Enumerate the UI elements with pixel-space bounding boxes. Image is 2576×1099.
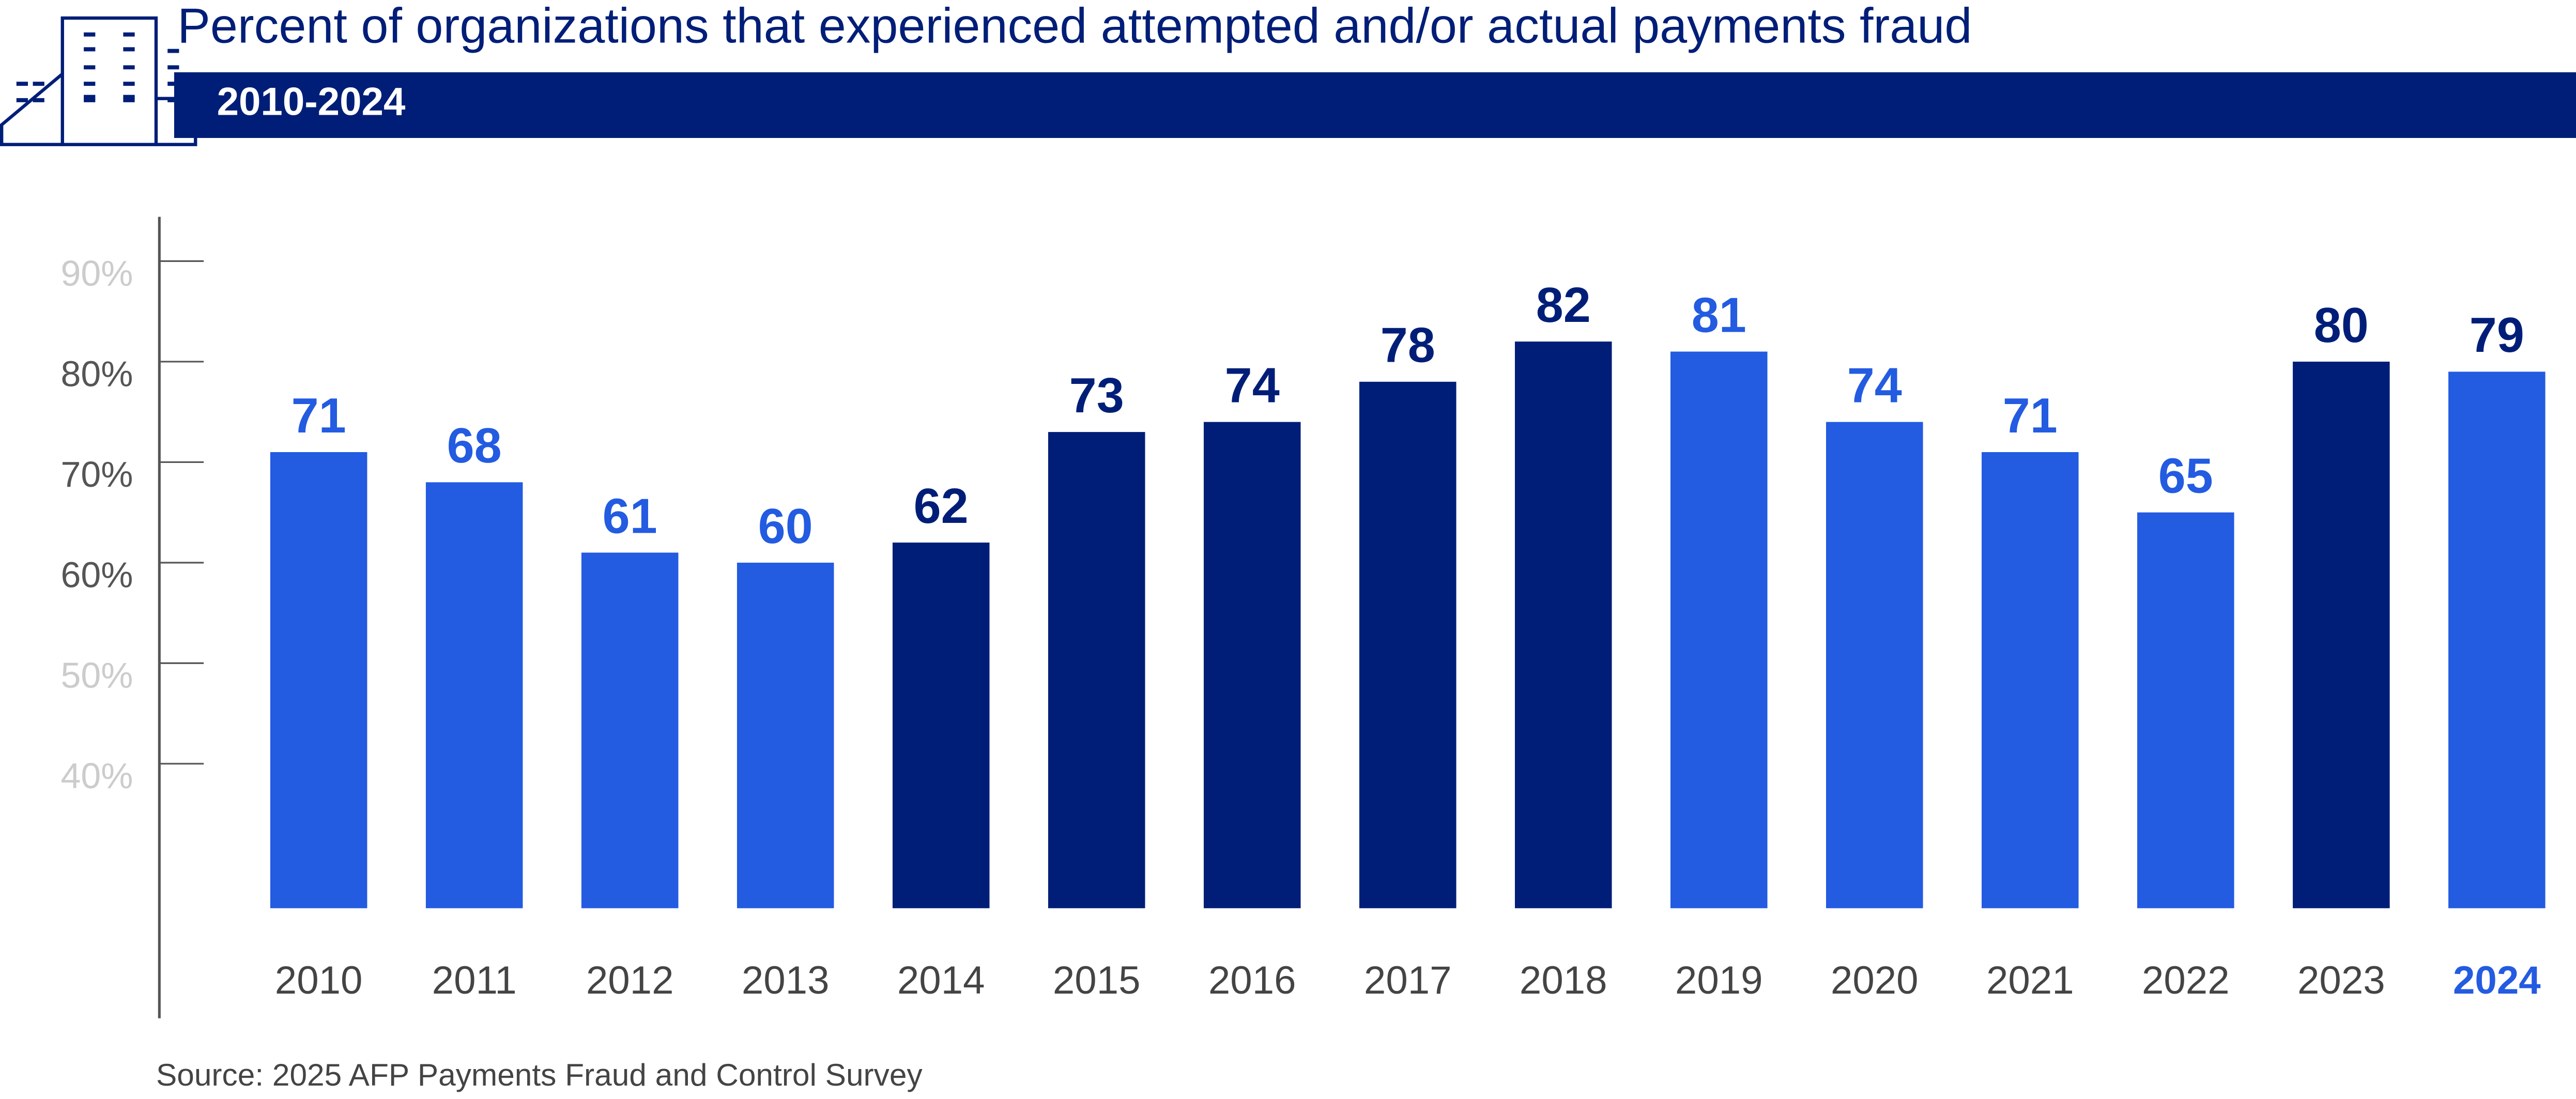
- value-label-2018: 82: [1536, 278, 1591, 333]
- value-label-2013: 60: [758, 499, 813, 554]
- y-tick-label: 40%: [61, 756, 133, 796]
- bar-2011: [425, 482, 523, 908]
- y-tick-label: 90%: [61, 253, 133, 293]
- value-label-2016: 74: [1225, 359, 1280, 413]
- y-tick-label: 50%: [61, 655, 133, 695]
- value-label-2020: 74: [1847, 359, 1902, 413]
- value-label-2011: 68: [447, 419, 502, 473]
- bar-2015: [1048, 432, 1145, 908]
- bar-2010: [270, 452, 367, 908]
- bar-2014: [892, 543, 990, 908]
- value-label-2024: 79: [2470, 308, 2524, 363]
- x-tick-label-2013: 2013: [742, 958, 830, 1002]
- bar-2012: [581, 552, 679, 908]
- y-tick-label: 60%: [61, 555, 133, 595]
- y-tick-label: 70%: [61, 454, 133, 494]
- bar-2024: [2448, 372, 2546, 908]
- value-label-2012: 61: [603, 489, 657, 544]
- bar-2023: [2293, 361, 2390, 908]
- bar-2022: [2137, 512, 2234, 908]
- x-tick-label-2015: 2015: [1053, 958, 1141, 1002]
- bar-2017: [1359, 381, 1456, 908]
- x-tick-label-2014: 2014: [897, 958, 985, 1002]
- value-label-2021: 71: [2003, 389, 2058, 443]
- x-tick-label-2012: 2012: [586, 958, 674, 1002]
- value-label-2019: 81: [1692, 288, 1746, 343]
- value-label-2017: 78: [1381, 318, 1435, 373]
- x-tick-label-2020: 2020: [1831, 958, 1919, 1002]
- bar-2013: [737, 562, 834, 908]
- x-tick-label-2022: 2022: [2142, 958, 2230, 1002]
- value-label-2010: 71: [292, 389, 346, 443]
- value-label-2023: 80: [2314, 298, 2369, 353]
- x-tick-label-2017: 2017: [1364, 958, 1452, 1002]
- value-label-2015: 73: [1069, 368, 1124, 423]
- bar-2021: [1982, 452, 2079, 908]
- date-range-band: 2010-2024: [174, 72, 2576, 138]
- x-tick-label-2019: 2019: [1675, 958, 1763, 1002]
- value-label-2022: 65: [2158, 449, 2213, 504]
- bar-2020: [1826, 422, 1923, 908]
- x-tick-label-2018: 2018: [1520, 958, 1607, 1002]
- bar-2016: [1203, 422, 1301, 908]
- x-tick-label-2016: 2016: [1208, 958, 1296, 1002]
- x-tick-label-2021: 2021: [1986, 958, 2074, 1002]
- chart-title: Percent of organizations that experience…: [177, 0, 1972, 54]
- bar-2018: [1514, 342, 1612, 908]
- x-tick-label-2023: 2023: [2297, 958, 2385, 1002]
- x-tick-label-2010: 2010: [275, 958, 363, 1002]
- bar-2019: [1670, 351, 1768, 908]
- x-tick-label-2024: 2024: [2453, 958, 2541, 1002]
- value-label-2014: 62: [914, 479, 969, 534]
- office-building-icon: [0, 16, 197, 146]
- y-tick-label: 80%: [61, 354, 133, 394]
- date-range-label: 2010-2024: [217, 80, 406, 125]
- source-note: Source: 2025 AFP Payments Fraud and Cont…: [156, 1059, 923, 1094]
- x-tick-label-2011: 2011: [432, 958, 517, 1002]
